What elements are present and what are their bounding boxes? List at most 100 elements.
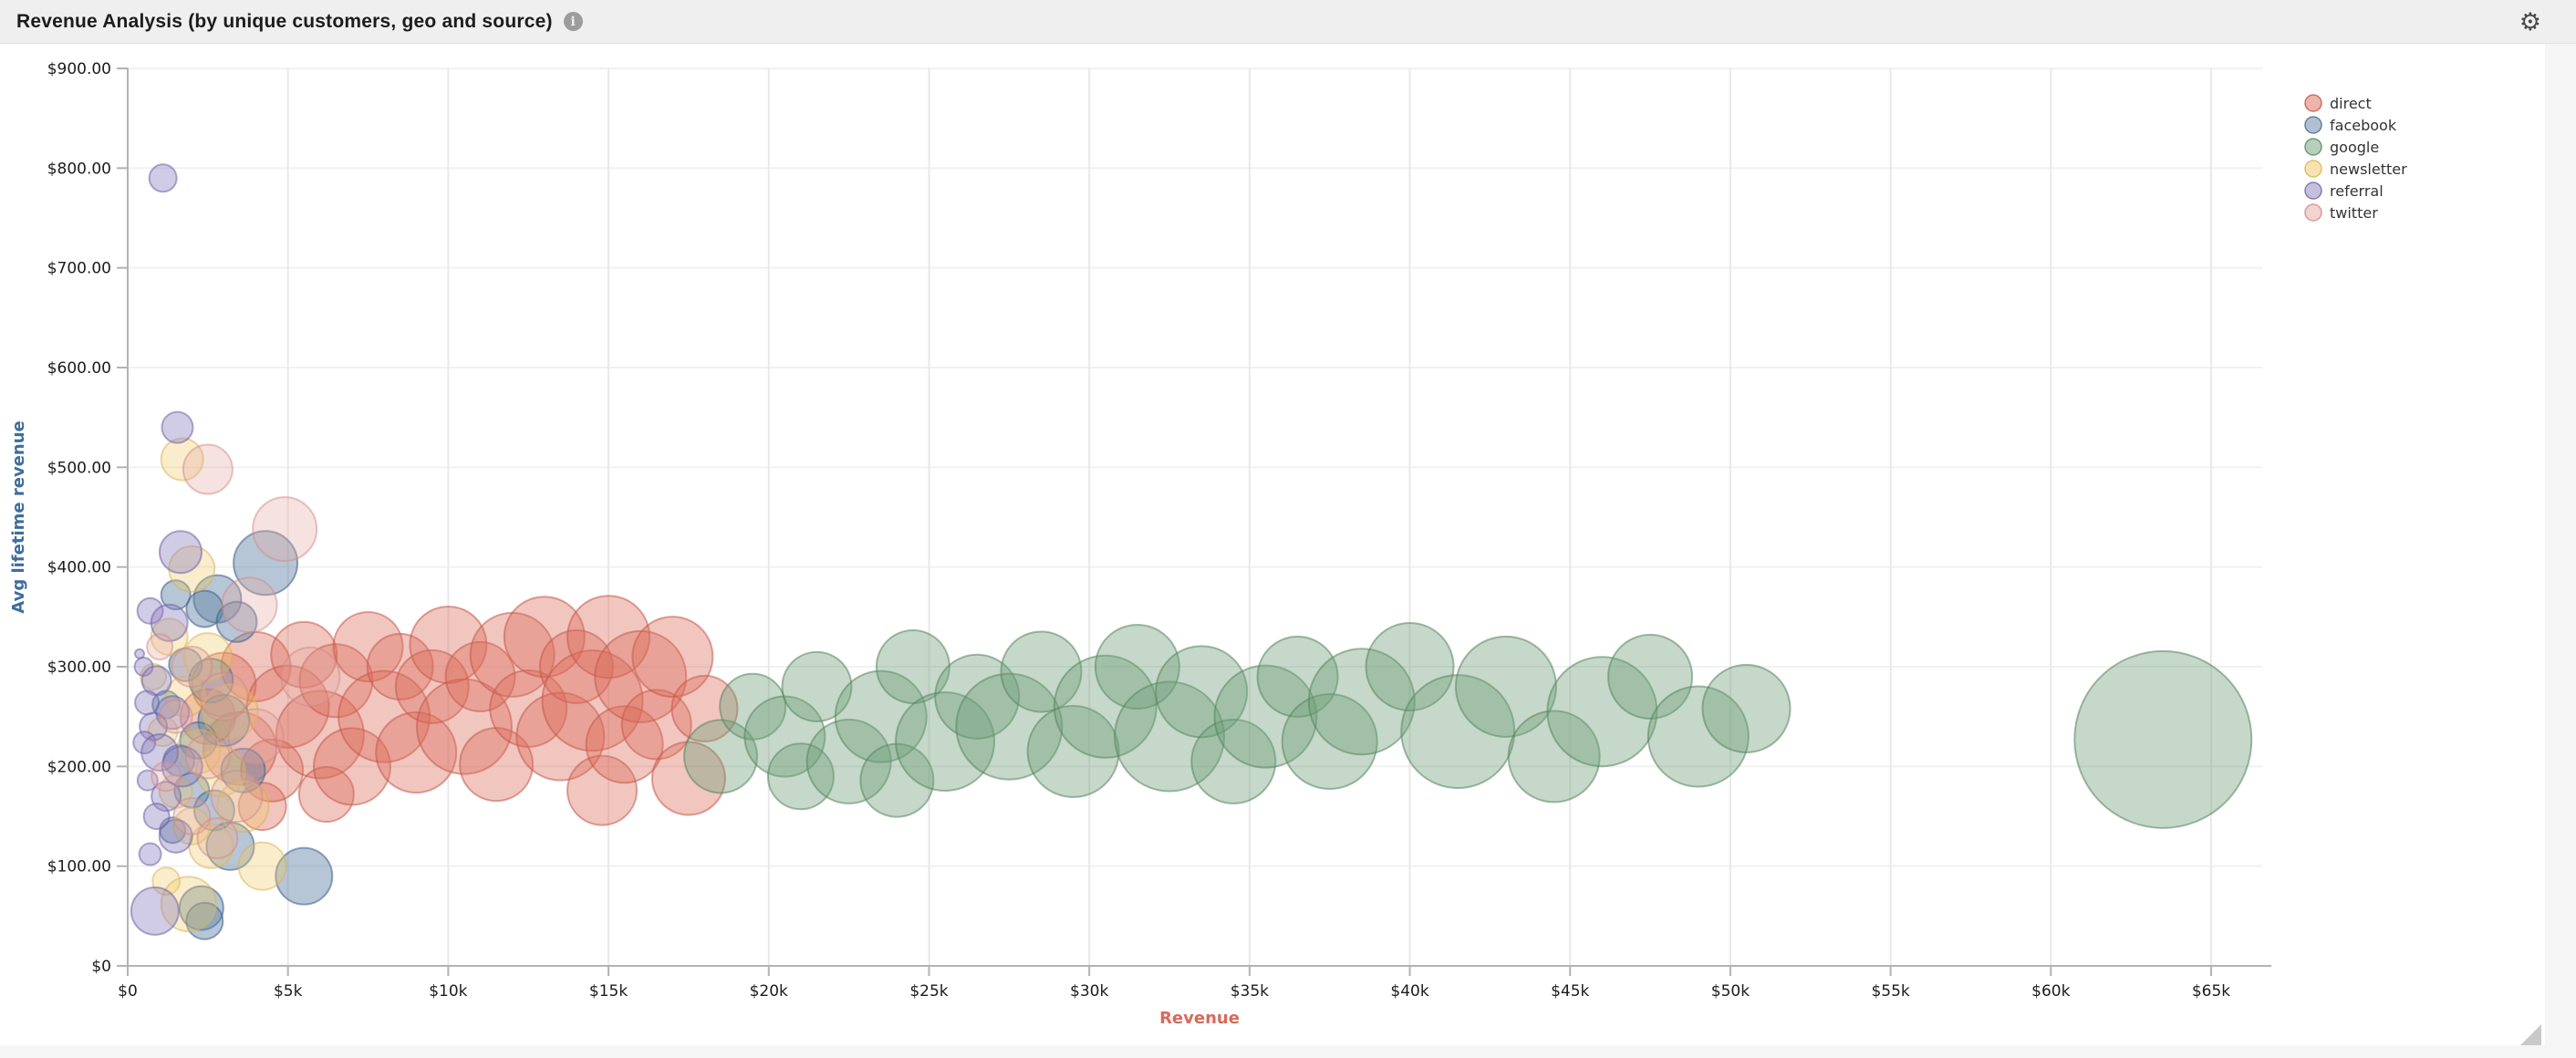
bubble-facebook[interactable] bbox=[220, 747, 266, 794]
bubble-google[interactable] bbox=[1546, 656, 1658, 768]
bubble-direct[interactable] bbox=[459, 727, 535, 803]
bubble-twitter[interactable] bbox=[227, 708, 285, 765]
bubble-google[interactable] bbox=[1646, 685, 1750, 788]
bubble-direct[interactable] bbox=[566, 754, 639, 826]
bubble-google[interactable] bbox=[1507, 710, 1601, 804]
bubble-google[interactable] bbox=[766, 742, 835, 811]
bubble-referral[interactable] bbox=[142, 803, 171, 830]
bubble-direct[interactable] bbox=[503, 596, 586, 679]
bubble-direct[interactable] bbox=[670, 674, 739, 742]
bubble-google[interactable] bbox=[2073, 649, 2253, 829]
bubble-twitter[interactable] bbox=[280, 646, 341, 707]
legend-marker-direct[interactable] bbox=[2304, 94, 2322, 112]
legend-item-direct[interactable]: direct bbox=[2330, 95, 2372, 112]
bubble-twitter[interactable] bbox=[252, 496, 318, 563]
bubble-google[interactable] bbox=[1701, 663, 1792, 753]
bubble-twitter[interactable] bbox=[199, 671, 249, 721]
bubble-direct[interactable] bbox=[312, 727, 391, 806]
bubble-google[interactable] bbox=[1281, 693, 1378, 790]
bubble-referral[interactable] bbox=[130, 886, 180, 936]
bubble-direct[interactable] bbox=[566, 595, 651, 679]
bubble-twitter[interactable] bbox=[182, 443, 234, 495]
resize-handle[interactable] bbox=[2520, 1024, 2541, 1045]
bubble-referral[interactable] bbox=[138, 842, 162, 866]
bubble-direct[interactable] bbox=[415, 678, 513, 775]
bubble-google[interactable] bbox=[719, 672, 787, 741]
legend-item-twitter[interactable]: twitter bbox=[2330, 204, 2378, 222]
bubble-google[interactable] bbox=[1365, 622, 1455, 711]
info-icon[interactable]: i bbox=[563, 12, 583, 31]
bubble-direct[interactable] bbox=[245, 664, 330, 749]
legend-item-referral[interactable]: referral bbox=[2330, 182, 2384, 200]
bubble-google[interactable] bbox=[1256, 635, 1339, 718]
bubble-twitter[interactable] bbox=[184, 733, 231, 780]
legend-item-facebook[interactable]: facebook bbox=[2330, 117, 2397, 134]
bubble-google[interactable] bbox=[1190, 718, 1277, 804]
bubble-referral[interactable] bbox=[161, 745, 203, 788]
bubble-newsletter[interactable] bbox=[182, 632, 233, 682]
bubble-twitter[interactable] bbox=[196, 817, 239, 860]
bubble-direct[interactable] bbox=[650, 741, 726, 816]
bubble-google[interactable] bbox=[1454, 635, 1557, 738]
bubble-direct[interactable] bbox=[338, 669, 431, 763]
bubble-google[interactable] bbox=[683, 719, 759, 794]
bubble-direct[interactable] bbox=[538, 629, 614, 704]
bubble-facebook[interactable] bbox=[233, 530, 299, 596]
bubble-google[interactable] bbox=[743, 695, 826, 778]
bubble-referral[interactable] bbox=[161, 410, 194, 444]
bubble-twitter[interactable] bbox=[151, 761, 182, 793]
bubble-google[interactable] bbox=[1213, 664, 1318, 769]
bubble-referral[interactable] bbox=[148, 163, 178, 193]
bubble-google[interactable] bbox=[1094, 624, 1180, 710]
bubble-direct[interactable] bbox=[409, 605, 488, 684]
bubble-direct[interactable] bbox=[594, 629, 688, 723]
bubble-newsletter[interactable] bbox=[160, 876, 217, 933]
bubble-newsletter[interactable] bbox=[216, 780, 270, 834]
bubble-direct[interactable] bbox=[394, 648, 470, 724]
bubble-direct[interactable] bbox=[275, 690, 365, 780]
bubble-direct[interactable] bbox=[515, 691, 606, 782]
legend-marker-twitter[interactable] bbox=[2304, 203, 2322, 222]
bubble-newsletter[interactable] bbox=[237, 841, 287, 891]
bubble-direct[interactable] bbox=[332, 611, 404, 683]
bubble-referral[interactable] bbox=[136, 596, 164, 625]
legend-marker-referral[interactable] bbox=[2304, 182, 2322, 200]
bubble-google[interactable] bbox=[834, 669, 928, 763]
bubble-direct[interactable] bbox=[541, 649, 644, 752]
bubble-twitter[interactable] bbox=[210, 770, 264, 824]
bubble-google[interactable] bbox=[1155, 645, 1249, 739]
bubble-referral[interactable] bbox=[158, 818, 193, 854]
bubble-google[interactable] bbox=[1114, 680, 1225, 793]
bubble-newsletter[interactable] bbox=[172, 806, 212, 845]
bubble-twitter[interactable] bbox=[221, 576, 278, 634]
bubble-twitter[interactable] bbox=[146, 633, 174, 661]
bubble-referral[interactable] bbox=[158, 530, 203, 575]
bubble-direct[interactable] bbox=[366, 633, 434, 700]
legend-marker-newsletter[interactable] bbox=[2304, 160, 2322, 178]
legend-marker-facebook[interactable] bbox=[2304, 116, 2322, 134]
bubble-google[interactable] bbox=[1053, 654, 1158, 759]
bubble-google[interactable] bbox=[859, 742, 935, 818]
bubble-newsletter[interactable] bbox=[202, 683, 259, 741]
bubble-direct[interactable] bbox=[270, 620, 338, 689]
bubble-google[interactable] bbox=[955, 672, 1064, 781]
bubble-google[interactable] bbox=[1307, 648, 1416, 756]
bubble-direct[interactable] bbox=[375, 711, 458, 794]
bubble-facebook[interactable] bbox=[275, 846, 334, 906]
settings-gear-icon[interactable]: ⚙ bbox=[2519, 7, 2541, 36]
bubble-facebook[interactable] bbox=[160, 579, 192, 611]
bubble-google[interactable] bbox=[1026, 704, 1120, 798]
bubble-referral[interactable] bbox=[136, 769, 159, 792]
bubble-referral[interactable] bbox=[134, 690, 161, 716]
bubble-twitter[interactable] bbox=[171, 646, 213, 688]
bubble-twitter[interactable] bbox=[158, 699, 193, 734]
bubble-direct[interactable] bbox=[631, 616, 714, 699]
legend-marker-google[interactable] bbox=[2304, 138, 2322, 156]
bubble-google[interactable] bbox=[781, 650, 853, 722]
bubble-google[interactable] bbox=[895, 691, 996, 792]
bubble-google[interactable] bbox=[1000, 630, 1083, 713]
legend-item-newsletter[interactable]: newsletter bbox=[2330, 161, 2407, 178]
legend-item-google[interactable]: google bbox=[2330, 139, 2379, 156]
bubble-referral[interactable] bbox=[150, 603, 189, 642]
bubble-direct[interactable] bbox=[585, 705, 664, 784]
